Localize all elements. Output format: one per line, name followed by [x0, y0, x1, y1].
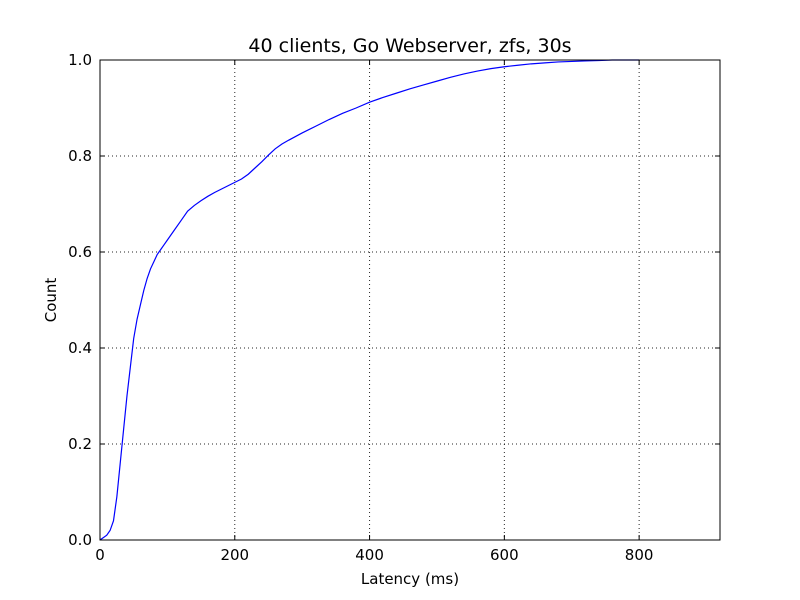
label-layer: 0 200 400 600 800 0.0 0.2 0.4 0.6 0.8 1.0 — [68, 51, 653, 564]
plot-frame — [99, 59, 721, 541]
x-tick-label: 600 — [490, 546, 519, 564]
x-tick-label: 0 — [95, 546, 105, 564]
x-tick-label: 400 — [355, 546, 384, 564]
y-tick-label: 0.2 — [68, 435, 92, 453]
y-axis-label: Count — [42, 278, 60, 323]
x-tick-label: 800 — [625, 546, 654, 564]
tick-layer — [99, 59, 720, 541]
y-tick-label: 0.8 — [68, 147, 92, 165]
cdf-series-line — [99, 59, 640, 541]
y-tick-label: 0.6 — [68, 243, 92, 261]
x-tick-label: 200 — [220, 546, 249, 564]
y-tick-label: 0.0 — [68, 531, 92, 549]
x-axis-label: Latency (ms) — [361, 570, 459, 588]
y-tick-label: 0.4 — [68, 339, 92, 357]
chart-title: 40 clients, Go Webserver, zfs, 30s — [248, 35, 571, 57]
grid-layer — [100, 60, 720, 540]
series-layer — [99, 59, 640, 541]
y-tick-label: 1.0 — [68, 51, 92, 69]
